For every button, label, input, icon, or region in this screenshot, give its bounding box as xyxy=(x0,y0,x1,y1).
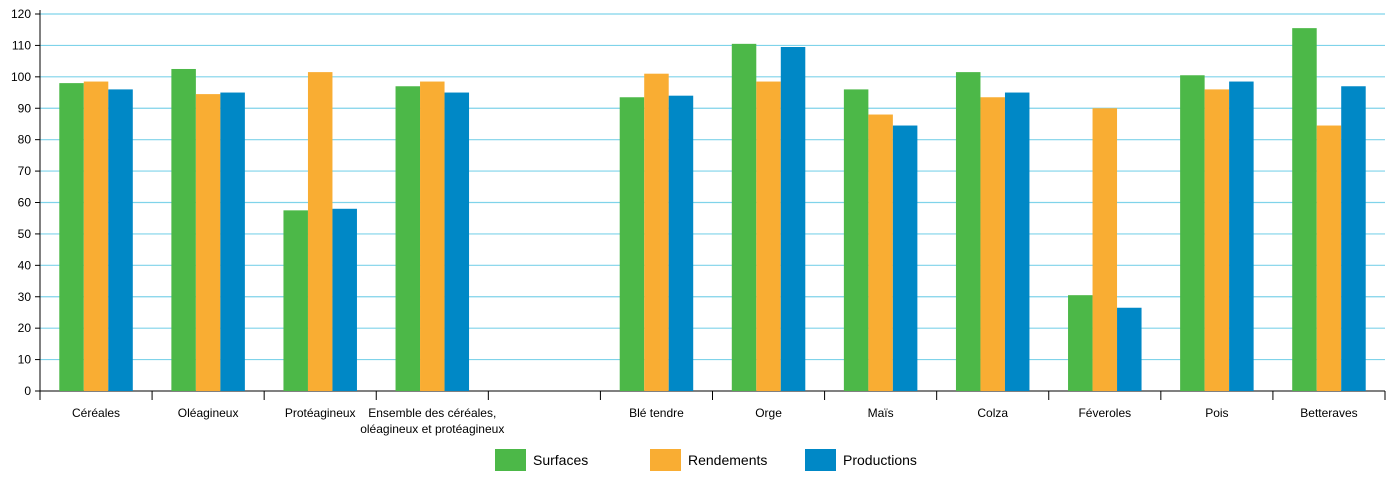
bar-rendements xyxy=(1204,89,1230,392)
bar-rendements xyxy=(1316,125,1342,391)
bar-surfaces xyxy=(1292,28,1317,391)
x-category-label: Colza xyxy=(977,406,1008,420)
bar-productions xyxy=(1004,92,1030,392)
x-category-label: Blé tendre xyxy=(629,406,684,420)
x-category-label: Oléagineux xyxy=(178,406,239,420)
y-tick-label: 70 xyxy=(18,164,32,178)
bar-productions xyxy=(108,89,133,392)
bar-rendements xyxy=(1092,108,1118,391)
bar-productions xyxy=(444,92,470,392)
legend-swatch-rendements xyxy=(650,449,681,471)
y-tick-label: 0 xyxy=(24,384,31,398)
bar-rendements xyxy=(307,72,333,391)
legend-swatch-productions xyxy=(805,449,836,471)
y-tick-label: 110 xyxy=(12,38,31,52)
y-tick-label: 60 xyxy=(18,196,32,210)
y-tick-label: 80 xyxy=(18,133,32,147)
bar-productions xyxy=(1341,86,1366,391)
y-tick-label: 100 xyxy=(11,70,31,84)
bar-surfaces xyxy=(619,97,645,392)
bar-surfaces xyxy=(731,43,757,392)
bar-productions xyxy=(668,95,694,391)
bar-rendements xyxy=(195,94,221,392)
y-tick-label: 120 xyxy=(11,7,31,21)
x-category-label: Protéagineux xyxy=(285,406,356,420)
legend-label-surfaces: Surfaces xyxy=(533,452,588,468)
x-category-label: Betteraves xyxy=(1300,406,1357,420)
y-tick-label: 40 xyxy=(18,258,32,272)
bar-productions xyxy=(1229,81,1254,391)
y-tick-label: 30 xyxy=(18,290,32,304)
x-category-label: Féveroles xyxy=(1078,406,1131,420)
y-tick-label: 10 xyxy=(18,353,32,367)
y-tick-label: 50 xyxy=(18,227,32,241)
bar-productions xyxy=(220,92,245,392)
x-category-label: Ensemble des céréales, oléagineux et prot… xyxy=(360,406,504,436)
y-tick-label: 20 xyxy=(18,321,32,335)
bar-productions xyxy=(780,46,806,392)
bar-surfaces xyxy=(1180,75,1205,391)
bar-rendements xyxy=(756,81,781,391)
x-category-label: Céréales xyxy=(72,406,120,420)
bar-rendements xyxy=(420,81,445,391)
bar-surfaces xyxy=(59,83,84,391)
y-tick-label: 90 xyxy=(18,101,32,115)
bar-surfaces xyxy=(171,68,196,392)
bar-productions xyxy=(892,125,918,391)
bar-surfaces xyxy=(1068,295,1093,391)
x-category-label: Pois xyxy=(1205,406,1228,420)
legend-label-rendements: Rendements xyxy=(688,452,767,468)
legend-label-productions: Productions xyxy=(843,452,917,468)
bar-surfaces xyxy=(955,72,981,391)
x-category-label: Orge xyxy=(755,406,782,420)
bar-surfaces xyxy=(395,86,421,391)
bar-surfaces xyxy=(843,89,869,392)
bar-rendements xyxy=(644,73,669,392)
bar-productions xyxy=(1117,307,1142,391)
bar-productions xyxy=(332,208,357,391)
bar-surfaces xyxy=(283,210,308,391)
bar-rendements xyxy=(868,114,893,392)
legend-swatch-surfaces xyxy=(495,449,526,471)
bar-rendements xyxy=(83,81,109,391)
x-category-label: Maïs xyxy=(868,406,894,420)
bar-rendements xyxy=(980,97,1005,392)
